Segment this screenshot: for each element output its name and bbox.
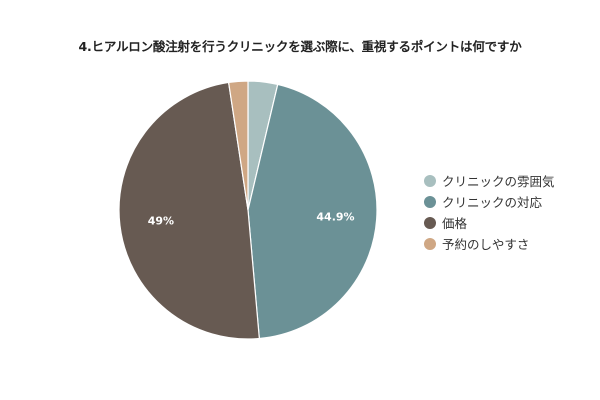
- legend-label-3: 価格: [442, 216, 468, 231]
- legend-swatch-3: [424, 216, 436, 229]
- legend-item-2[interactable]: クリニックの対応: [424, 191, 555, 212]
- legend-swatch-4: [424, 237, 436, 250]
- slice-label-3: 49%: [148, 214, 174, 227]
- legend-label-2: クリニックの対応: [442, 195, 543, 210]
- legend: クリニックの雰囲気 クリニックの対応 価格予約のしやすさ: [424, 170, 555, 254]
- legend-item-1[interactable]: クリニックの雰囲気: [424, 170, 555, 191]
- pie-slice-4[interactable]: [227, 80, 249, 211]
- slice-label-2: 44.9%: [316, 210, 354, 223]
- legend-label-4: 予約のしやすさ: [442, 237, 530, 252]
- legend-item-4[interactable]: 予約のしやすさ: [424, 233, 555, 254]
- legend-label-1: クリニックの雰囲気: [442, 174, 555, 189]
- legend-item-3[interactable]: 価格: [424, 212, 555, 233]
- legend-swatch-2: [424, 195, 436, 208]
- legend-swatch-1: [424, 174, 436, 187]
- pie-slice-3[interactable]: [118, 81, 260, 340]
- pie-slice-2[interactable]: [247, 83, 378, 340]
- chart-title: 4.ヒアルロン酸注射を行うクリニックを選ぶ際に、重視するポイントは何ですか: [78, 39, 522, 54]
